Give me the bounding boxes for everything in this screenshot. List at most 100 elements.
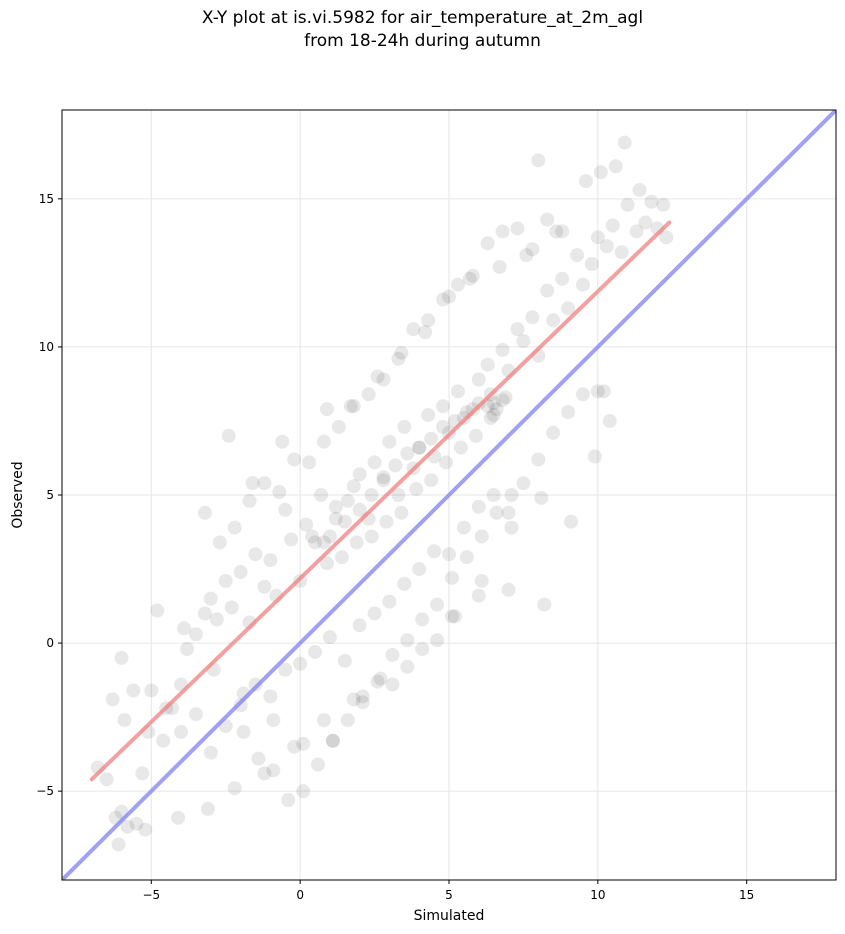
data-point (316, 713, 331, 728)
data-point (370, 369, 385, 384)
data-point (302, 455, 317, 470)
data-point (156, 733, 171, 748)
data-point (248, 547, 263, 562)
data-point (632, 182, 647, 197)
data-point (400, 446, 415, 461)
data-point (313, 488, 328, 502)
data-point (340, 493, 355, 508)
data-point (400, 659, 415, 674)
x-tick-label: 10 (590, 888, 605, 902)
data-point (575, 277, 590, 292)
data-point (546, 313, 561, 328)
data-point (343, 399, 358, 414)
x-axis-label: Simulated (414, 908, 485, 924)
data-point (242, 493, 257, 508)
data-point (578, 174, 593, 189)
data-point (263, 553, 278, 568)
data-point (489, 505, 504, 520)
data-point (424, 473, 439, 488)
data-point (236, 724, 251, 739)
data-point (412, 562, 427, 577)
data-point (248, 677, 263, 692)
data-point (227, 781, 242, 796)
data-point (209, 612, 224, 627)
data-point (516, 334, 531, 348)
data-point (605, 218, 620, 233)
data-point (293, 656, 308, 671)
data-point (346, 692, 361, 707)
data-point (331, 419, 346, 434)
data-point (138, 822, 153, 837)
data-point (275, 434, 290, 449)
data-point (111, 837, 126, 852)
data-point (406, 322, 421, 337)
data-point (486, 408, 501, 423)
data-point (531, 153, 546, 168)
data-point (120, 819, 135, 834)
data-point (370, 674, 385, 689)
data-point (656, 197, 671, 212)
data-point (373, 671, 388, 686)
data-point (367, 455, 382, 470)
data-point (436, 399, 451, 414)
data-point (245, 476, 260, 491)
data-point (608, 159, 623, 174)
data-point (126, 683, 141, 698)
data-point (549, 224, 564, 239)
data-point (397, 419, 412, 434)
data-point (203, 745, 218, 760)
data-point (450, 277, 465, 292)
data-point (367, 606, 382, 621)
data-point (415, 612, 430, 627)
data-point (188, 627, 203, 642)
data-point (227, 520, 242, 535)
data-point (436, 419, 451, 434)
data-point (188, 707, 203, 722)
data-point (319, 402, 334, 417)
data-point (501, 582, 516, 597)
data-point (540, 283, 555, 298)
data-point (257, 476, 272, 491)
data-point (501, 505, 516, 520)
data-point (561, 405, 576, 420)
data-point (203, 591, 218, 606)
data-point (546, 425, 561, 440)
data-point (316, 434, 331, 449)
data-point (233, 698, 248, 713)
data-point (105, 692, 120, 707)
data-point (590, 230, 605, 245)
data-point (453, 440, 468, 455)
data-point (287, 452, 302, 467)
data-point (430, 597, 445, 612)
data-point (596, 384, 611, 399)
data-point (519, 248, 534, 263)
data-point (465, 268, 480, 283)
data-point (171, 810, 186, 825)
data-point (278, 502, 293, 517)
data-point (385, 677, 400, 692)
data-point (224, 600, 239, 615)
data-point (575, 387, 590, 402)
data-point (218, 573, 233, 588)
data-point (483, 411, 498, 425)
data-point (322, 630, 337, 645)
data-point (257, 766, 272, 781)
data-point (456, 520, 471, 535)
data-point (486, 488, 501, 502)
data-point (150, 603, 165, 618)
axis-ticks: −5 0 5 10 15 −5 0 5 10 15 (36, 192, 754, 902)
data-point (439, 455, 454, 470)
data-point (593, 165, 608, 180)
data-point (534, 490, 549, 505)
data-point (382, 434, 397, 449)
data-point (409, 482, 424, 497)
data-point (263, 689, 278, 704)
data-point (462, 271, 477, 286)
data-point (382, 594, 397, 609)
data-point (480, 236, 495, 251)
data-point (272, 485, 287, 500)
chart-title-line-2: from 18-24h during autumn (304, 31, 541, 51)
data-point (352, 467, 367, 482)
data-point (495, 224, 510, 239)
data-point (144, 683, 159, 698)
